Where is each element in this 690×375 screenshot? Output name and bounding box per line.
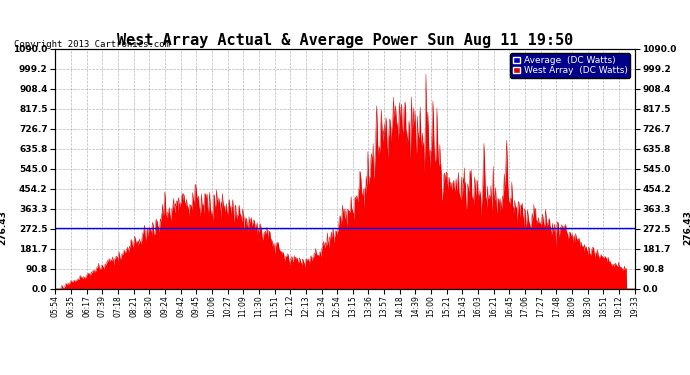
- Text: 276.43: 276.43: [0, 210, 7, 245]
- Text: 276.43: 276.43: [683, 210, 690, 245]
- Title: West Array Actual & Average Power Sun Aug 11 19:50: West Array Actual & Average Power Sun Au…: [117, 33, 573, 48]
- Text: Copyright 2013 Cartronics.com: Copyright 2013 Cartronics.com: [14, 40, 170, 49]
- Legend: Average  (DC Watts), West Array  (DC Watts): Average (DC Watts), West Array (DC Watts…: [510, 53, 630, 78]
